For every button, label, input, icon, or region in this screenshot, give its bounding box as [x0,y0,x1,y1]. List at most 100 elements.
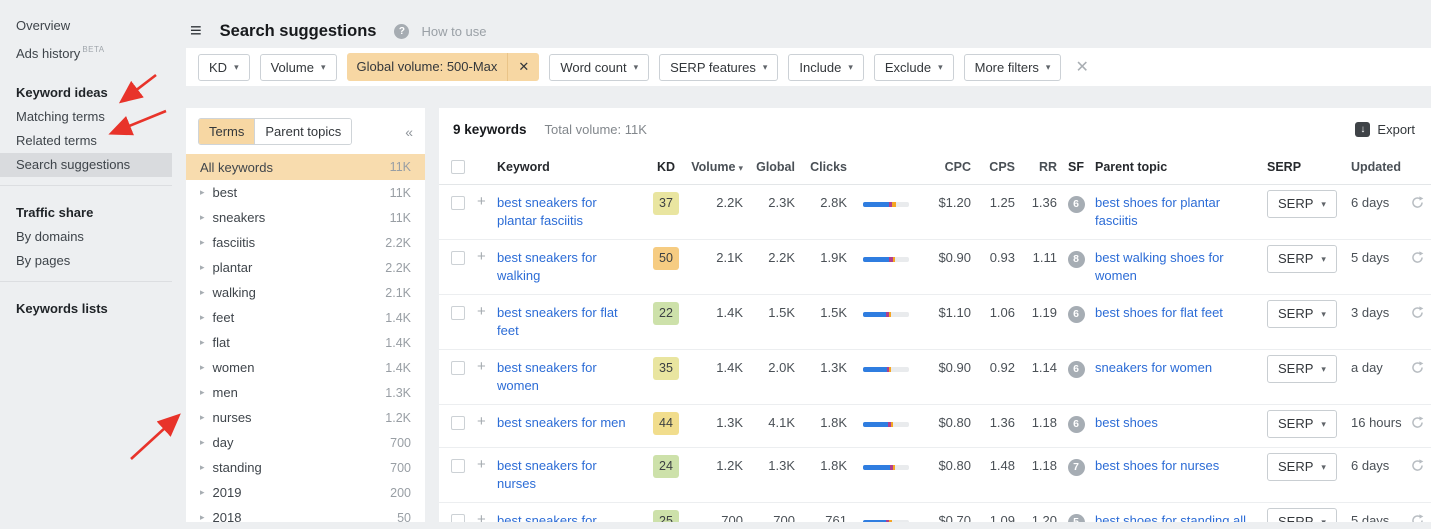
serp-dropdown[interactable]: SERP▾ [1267,508,1337,522]
column-header-keyword[interactable]: Keyword [497,160,645,174]
filter-dropdown-word-count[interactable]: Word count▾ [549,54,649,81]
remove-filter-icon[interactable]: ✕ [507,53,539,81]
sidebar-item-related-terms[interactable]: Related terms [0,129,172,153]
row-checkbox[interactable] [451,514,465,522]
parent-topic-link[interactable]: best shoes for flat feet [1095,304,1267,322]
add-to-list-icon[interactable]: + [477,194,497,210]
term-item-standing[interactable]: ▸standing700 [186,455,425,480]
term-item-flat[interactable]: ▸flat1.4K [186,330,425,355]
term-item-nurses[interactable]: ▸nurses1.2K [186,405,425,430]
term-item-men[interactable]: ▸men1.3K [186,380,425,405]
add-to-list-icon[interactable]: + [477,457,497,473]
clicks-value: 1.5K [795,304,847,322]
term-item-best[interactable]: ▸best11K [186,180,425,205]
term-item-plantar[interactable]: ▸plantar2.2K [186,255,425,280]
column-header-global[interactable]: Global [743,160,795,174]
filter-chip-global-volume-500-max[interactable]: Global volume: 500-Max✕ [347,53,540,81]
column-header-parent-topic[interactable]: Parent topic [1095,160,1267,174]
refresh-icon[interactable] [1411,514,1431,522]
parent-topic-link[interactable]: sneakers for women [1095,359,1267,377]
sidebar-item-ads-history[interactable]: Ads historyBETA [0,38,172,66]
term-item-2018[interactable]: ▸201850 [186,505,425,522]
row-checkbox[interactable] [451,361,465,375]
column-header-sf[interactable]: SF [1057,160,1095,174]
serp-dropdown[interactable]: SERP▾ [1267,245,1337,273]
cpc-value: $0.90 [909,359,971,377]
row-checkbox[interactable] [451,196,465,210]
add-to-list-icon[interactable]: + [477,359,497,375]
add-to-list-icon[interactable]: + [477,414,497,430]
refresh-icon[interactable] [1411,361,1431,379]
serp-dropdown[interactable]: SERP▾ [1267,355,1337,383]
keyword-link[interactable]: best sneakers for nurses [497,457,645,493]
row-checkbox[interactable] [451,459,465,473]
filter-dropdown-serp-features[interactable]: SERP features▾ [659,54,778,81]
column-header-cps[interactable]: CPS [971,160,1015,174]
term-item-walking[interactable]: ▸walking2.1K [186,280,425,305]
export-button[interactable]: ↓ Export [1355,122,1415,137]
serp-dropdown[interactable]: SERP▾ [1267,410,1337,438]
sidebar-section-keywords-lists: Keywords lists [0,297,172,321]
keyword-link[interactable]: best sneakers for plantar fasciitis [497,194,645,230]
tab-parent-topics[interactable]: Parent topics [254,119,351,144]
sidebar-item-matching-terms[interactable]: Matching terms [0,105,172,129]
parent-topic-link[interactable]: best shoes for nurses [1095,457,1267,475]
column-header-cpc[interactable]: CPC [909,160,971,174]
parent-topic-link[interactable]: best walking shoes for women [1095,249,1267,285]
column-header-rr[interactable]: RR [1015,160,1057,174]
refresh-icon[interactable] [1411,416,1431,434]
serp-dropdown[interactable]: SERP▾ [1267,453,1337,481]
sidebar-item-overview[interactable]: Overview [0,14,172,38]
refresh-icon[interactable] [1411,251,1431,269]
keyword-link[interactable]: best sneakers for women [497,359,645,395]
sidebar-item-by-domains[interactable]: By domains [0,225,172,249]
keyword-link[interactable]: best sneakers for standing all day [497,512,645,522]
refresh-icon[interactable] [1411,459,1431,477]
term-item-all-keywords[interactable]: All keywords 11K [186,154,425,180]
help-icon[interactable]: ? [394,24,409,39]
sidebar-item-by-pages[interactable]: By pages [0,249,172,273]
keyword-link[interactable]: best sneakers for walking [497,249,645,285]
column-header-volume[interactable]: Volume▾ [687,160,743,174]
filter-dropdown-exclude[interactable]: Exclude▾ [874,54,954,81]
tab-terms[interactable]: Terms [199,119,254,144]
sidebar-item-search-suggestions[interactable]: Search suggestions [0,153,172,177]
term-item-2019[interactable]: ▸2019200 [186,480,425,505]
term-item-women[interactable]: ▸women1.4K [186,355,425,380]
volume-value: 700 [687,512,743,522]
term-item-fasciitis[interactable]: ▸fasciitis2.2K [186,230,425,255]
column-header-updated[interactable]: Updated [1347,160,1411,174]
hamburger-icon[interactable]: ≡ [190,22,202,40]
filter-dropdown-volume[interactable]: Volume▾ [260,54,337,81]
parent-topic-link[interactable]: best shoes for standing all day [1095,512,1267,522]
how-to-use-link[interactable]: How to use [421,24,486,39]
term-item-day[interactable]: ▸day700 [186,430,425,455]
filter-dropdown-include[interactable]: Include▾ [788,54,863,81]
row-checkbox[interactable] [451,251,465,265]
row-checkbox[interactable] [451,306,465,320]
serp-dropdown[interactable]: SERP▾ [1267,300,1337,328]
refresh-icon[interactable] [1411,196,1431,214]
column-header-kd[interactable]: KD [645,160,687,174]
keyword-link[interactable]: best sneakers for flat feet [497,304,645,340]
sf-badge: 6 [1068,306,1085,323]
select-all-checkbox[interactable] [451,160,465,174]
refresh-icon[interactable] [1411,306,1431,324]
updated-value: 6 days [1347,457,1411,475]
term-count: 2.1K [385,286,411,300]
add-to-list-icon[interactable]: + [477,512,497,522]
add-to-list-icon[interactable]: + [477,304,497,320]
filter-dropdown-kd[interactable]: KD▾ [198,54,250,81]
term-item-sneakers[interactable]: ▸sneakers11K [186,205,425,230]
column-header-clicks[interactable]: Clicks [795,160,847,174]
keyword-link[interactable]: best sneakers for men [497,414,645,432]
collapse-panel-icon[interactable]: « [405,124,413,140]
parent-topic-link[interactable]: best shoes for plantar fasciitis [1095,194,1267,230]
row-checkbox[interactable] [451,416,465,430]
filter-dropdown-more-filters[interactable]: More filters▾ [964,54,1062,81]
serp-dropdown[interactable]: SERP▾ [1267,190,1337,218]
parent-topic-link[interactable]: best shoes [1095,414,1267,432]
term-item-feet[interactable]: ▸feet1.4K [186,305,425,330]
clear-all-filters-icon[interactable]: ✕ [1071,57,1092,77]
add-to-list-icon[interactable]: + [477,249,497,265]
